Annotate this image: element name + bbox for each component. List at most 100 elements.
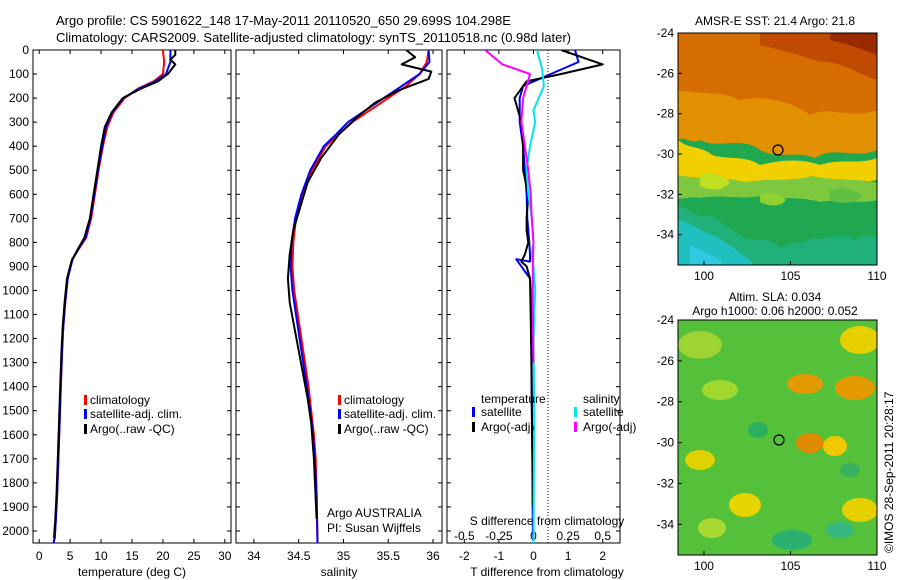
temperature-x-axis-label: temperature (deg C) xyxy=(78,565,186,579)
difference-axis-ticks: -2 -1 0 1 2-0.5 -0.25 0 0.25 0.5 xyxy=(447,49,620,563)
legend-label-argo: Argo(..raw -QC) xyxy=(90,422,175,436)
map-x-tick-label: 105 xyxy=(780,559,800,573)
legend-group-title-salinity: salinity xyxy=(583,392,620,406)
x-tick-label: 1 xyxy=(565,549,572,563)
map-y-tick-label: -28 xyxy=(657,395,675,409)
y-tick-label: 1700 xyxy=(2,452,29,466)
sst-map-title: AMSR-E SST: 21.4 Argo: 21.8 xyxy=(695,14,855,28)
y-tick-label: 700 xyxy=(9,211,29,225)
y-tick-label: 1000 xyxy=(2,283,29,297)
y-tick-label: 1300 xyxy=(2,356,29,370)
temperature-legend: climatology satellite-adj. clim. Argo(..… xyxy=(84,393,182,436)
map-x-tick-label: 105 xyxy=(780,269,800,283)
y-tick-label: 200 xyxy=(9,91,29,105)
y-tick-label: 1600 xyxy=(2,428,29,442)
top-x-tick-label: 0.5 xyxy=(594,529,611,543)
map-y-tick-label: -30 xyxy=(657,147,675,161)
sla-map-title-1: Altim. SLA: 0.034 xyxy=(729,290,822,304)
map-x-tick-label: 110 xyxy=(867,559,886,573)
difference-x-axis-label: T difference from climatology xyxy=(470,565,624,579)
y-tick-label: 1800 xyxy=(2,476,29,490)
imos-credit: ©IMOS 28-Sep-2011 20:28:17 xyxy=(882,391,896,553)
legend-label-temperature-argo: Argo(-adj) xyxy=(481,420,534,434)
legend-label-salinity-satellite: satellite xyxy=(583,405,624,419)
legend-swatch-salinity-argo xyxy=(574,422,577,432)
y-tick-label: 900 xyxy=(9,259,29,273)
legend-label-argo: Argo(..raw -QC) xyxy=(344,422,429,436)
x-tick-label: 35 xyxy=(337,549,351,563)
map-axis-ticks: 100 105 110 -24 -26 -28 -30 -32 -34 100 105 110 -24 -… xyxy=(657,26,887,573)
legend-label-climatology: climatology xyxy=(344,393,404,407)
difference-legend: temperature satellite Argo(-adj) salinit… xyxy=(472,392,636,434)
x-tick-label: 5 xyxy=(67,549,74,563)
map-y-tick-label: -24 xyxy=(657,26,675,40)
y-tick-label: 1900 xyxy=(2,500,29,514)
sla-map-frame xyxy=(677,319,878,556)
legend-swatch-argo xyxy=(84,424,87,434)
y-tick-label: 300 xyxy=(9,115,29,129)
temperature-axis-ticks: 0100200300400500600700800900100011001200… xyxy=(2,43,232,563)
y-tick-label: 1400 xyxy=(2,380,29,394)
salinity-x-axis-label: salinity xyxy=(321,565,358,579)
salinity-legend: climatology satellite-adj. clim. Argo(..… xyxy=(338,393,436,436)
header-line-2: Climatology: CARS2009. Satellite-adjuste… xyxy=(56,30,571,45)
difference-top-axis-label: S difference from climatology xyxy=(470,514,625,528)
header-line-1: Argo profile: CS 5901622_148 17-May-2011… xyxy=(56,13,511,28)
map-x-tick-label: 100 xyxy=(694,269,714,283)
top-x-tick-label: 0.25 xyxy=(556,529,580,543)
x-tick-label: 15 xyxy=(125,549,139,563)
legend-swatch-climatology xyxy=(338,395,341,405)
map-x-tick-label: 110 xyxy=(867,269,886,283)
y-tick-label: 1200 xyxy=(2,332,29,346)
legend-label-temperature-satellite: satellite xyxy=(481,405,522,419)
y-tick-label: 2000 xyxy=(2,524,29,538)
map-y-tick-label: -26 xyxy=(657,354,675,368)
y-tick-label: 600 xyxy=(9,187,29,201)
series-line xyxy=(53,50,177,539)
legend-label-salinity-argo: Argo(-adj) xyxy=(583,420,636,434)
y-tick-label: 800 xyxy=(9,235,29,249)
temperature-plot-frame xyxy=(32,49,232,544)
x-tick-label: 36 xyxy=(426,549,440,563)
legend-swatch-satellite-adj xyxy=(84,409,87,419)
map-y-tick-label: -26 xyxy=(657,66,675,80)
map-y-tick-label: -32 xyxy=(657,187,675,201)
pi-annotation: PI: Susan Wijffels xyxy=(327,521,421,535)
series-line xyxy=(484,50,535,363)
series-line xyxy=(286,50,433,520)
x-tick-label: 25 xyxy=(187,549,201,563)
map-x-tick-label: 100 xyxy=(694,559,714,573)
argo-float-marker-sst xyxy=(772,144,784,156)
x-tick-label: -2 xyxy=(459,549,470,563)
legend-swatch-temperature-satellite xyxy=(472,407,475,417)
argo-float-marker-sla xyxy=(773,434,785,446)
salinity-axis-ticks: 34 34.5 35 35.5 36 xyxy=(236,49,442,563)
map-y-tick-label: -30 xyxy=(657,436,675,450)
y-tick-label: 400 xyxy=(9,139,29,153)
map-y-tick-label: -24 xyxy=(657,313,675,327)
y-tick-label: 1100 xyxy=(3,308,29,322)
sla-map-heatmap xyxy=(678,320,877,555)
sst-map-heatmap xyxy=(678,33,877,265)
map-y-tick-label: -34 xyxy=(657,517,675,531)
y-tick-label: 0 xyxy=(22,43,29,57)
map-y-tick-label: -28 xyxy=(657,107,675,121)
x-tick-label: -1 xyxy=(494,549,505,563)
sst-map-frame xyxy=(677,32,878,266)
x-tick-label: 34 xyxy=(247,549,261,563)
x-tick-label: 0 xyxy=(36,549,43,563)
salinity-series-group xyxy=(286,50,433,543)
legend-group-title-temperature: temperature xyxy=(481,392,546,406)
temperature-series-group xyxy=(52,50,177,543)
legend-swatch-climatology xyxy=(84,395,87,405)
legend-label-climatology: climatology xyxy=(90,393,150,407)
legend-label-satellite-adj: satellite-adj. clim. xyxy=(90,407,182,421)
legend-swatch-temperature-argo xyxy=(472,422,475,432)
legend-label-satellite-adj: satellite-adj. clim. xyxy=(344,407,436,421)
series-line xyxy=(513,50,604,507)
salinity-plot-frame xyxy=(235,49,443,544)
x-tick-label: 0 xyxy=(530,549,537,563)
map-y-tick-label: -34 xyxy=(657,228,675,242)
y-tick-label: 500 xyxy=(9,163,29,177)
